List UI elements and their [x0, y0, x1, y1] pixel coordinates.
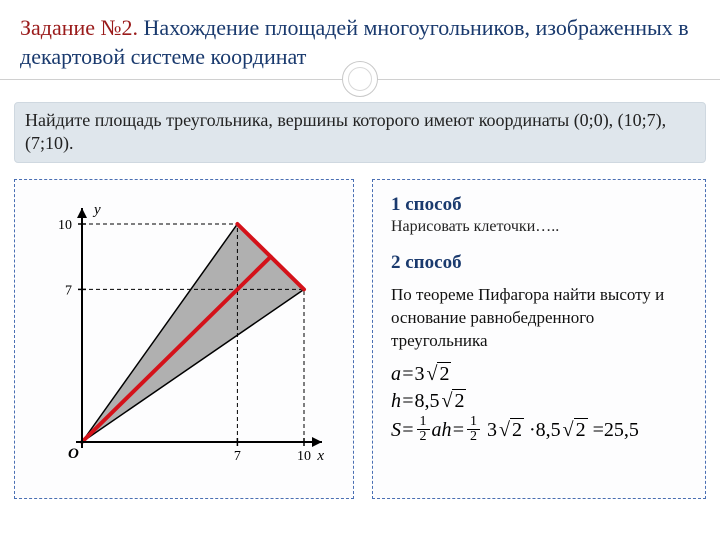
method1-subtitle: Нарисовать клеточки….. [391, 218, 687, 236]
fraction: 12 [467, 415, 480, 444]
fraction: 12 [417, 415, 430, 444]
formula-h-lhs: h= [391, 390, 415, 412]
coordinate-graph: 7 10 7 10 x y O [34, 194, 334, 484]
method2-title: 2 способ [391, 252, 687, 274]
formula-s-r2: 2 [574, 418, 588, 441]
formula-a-rad: 2 [437, 362, 451, 385]
formula-s-res: =25,5 [588, 419, 639, 441]
svg-text:O: O [68, 446, 79, 462]
decorative-ring [342, 61, 378, 97]
formula-s-dot: · [524, 419, 536, 441]
formula-s-c1: 3 [487, 419, 497, 441]
formula-s-r1: 2 [510, 418, 524, 441]
solution-panel: 1 способ Нарисовать клеточки….. 2 способ… [372, 179, 706, 499]
formula-s-lhs: S= [391, 419, 415, 441]
formula-a: a=32 [391, 363, 687, 386]
formula-h-rad: 2 [452, 389, 466, 412]
title-red: Задание №2. [20, 15, 138, 40]
problem-statement: Найдите площадь треугольника, вершины ко… [14, 102, 706, 163]
fraction-num: 1 [467, 415, 480, 430]
formula-h-coef: 8,5 [415, 390, 440, 412]
svg-text:10: 10 [297, 449, 311, 464]
formula-a-lhs: a= [391, 363, 415, 385]
sqrt-icon: 2 [440, 390, 467, 413]
svg-text:y: y [92, 202, 101, 218]
formula-a-coef: 3 [415, 363, 425, 385]
method1-title: 1 способ [391, 194, 687, 216]
method2-body: По теореме Пифагора найти высоту и основ… [391, 284, 687, 353]
graph-panel: 7 10 7 10 x y O [14, 179, 354, 499]
formula-s-mid: ah= [432, 419, 466, 441]
svg-text:x: x [316, 448, 324, 464]
sqrt-icon: 2 [561, 419, 588, 442]
sqrt-icon: 2 [425, 363, 452, 386]
svg-text:10: 10 [58, 218, 72, 233]
sqrt-icon: 2 [497, 419, 524, 442]
svg-text:7: 7 [234, 449, 241, 464]
fraction-den: 2 [467, 430, 480, 444]
fraction-den: 2 [417, 430, 430, 444]
fraction-num: 1 [417, 415, 430, 430]
formula-s: S=12ah=12 32 ·8,52 =25,5 [391, 417, 687, 446]
content-row: 7 10 7 10 x y O 1 способ Нарисовать клеточки….… [0, 173, 720, 513]
svg-text:7: 7 [65, 284, 72, 299]
formula-h: h=8,5 2 [391, 390, 687, 413]
title-block: Задание №2. Нахождение площадей многоуго… [0, 0, 720, 80]
formula-s-c2: 8,5 [536, 419, 561, 441]
